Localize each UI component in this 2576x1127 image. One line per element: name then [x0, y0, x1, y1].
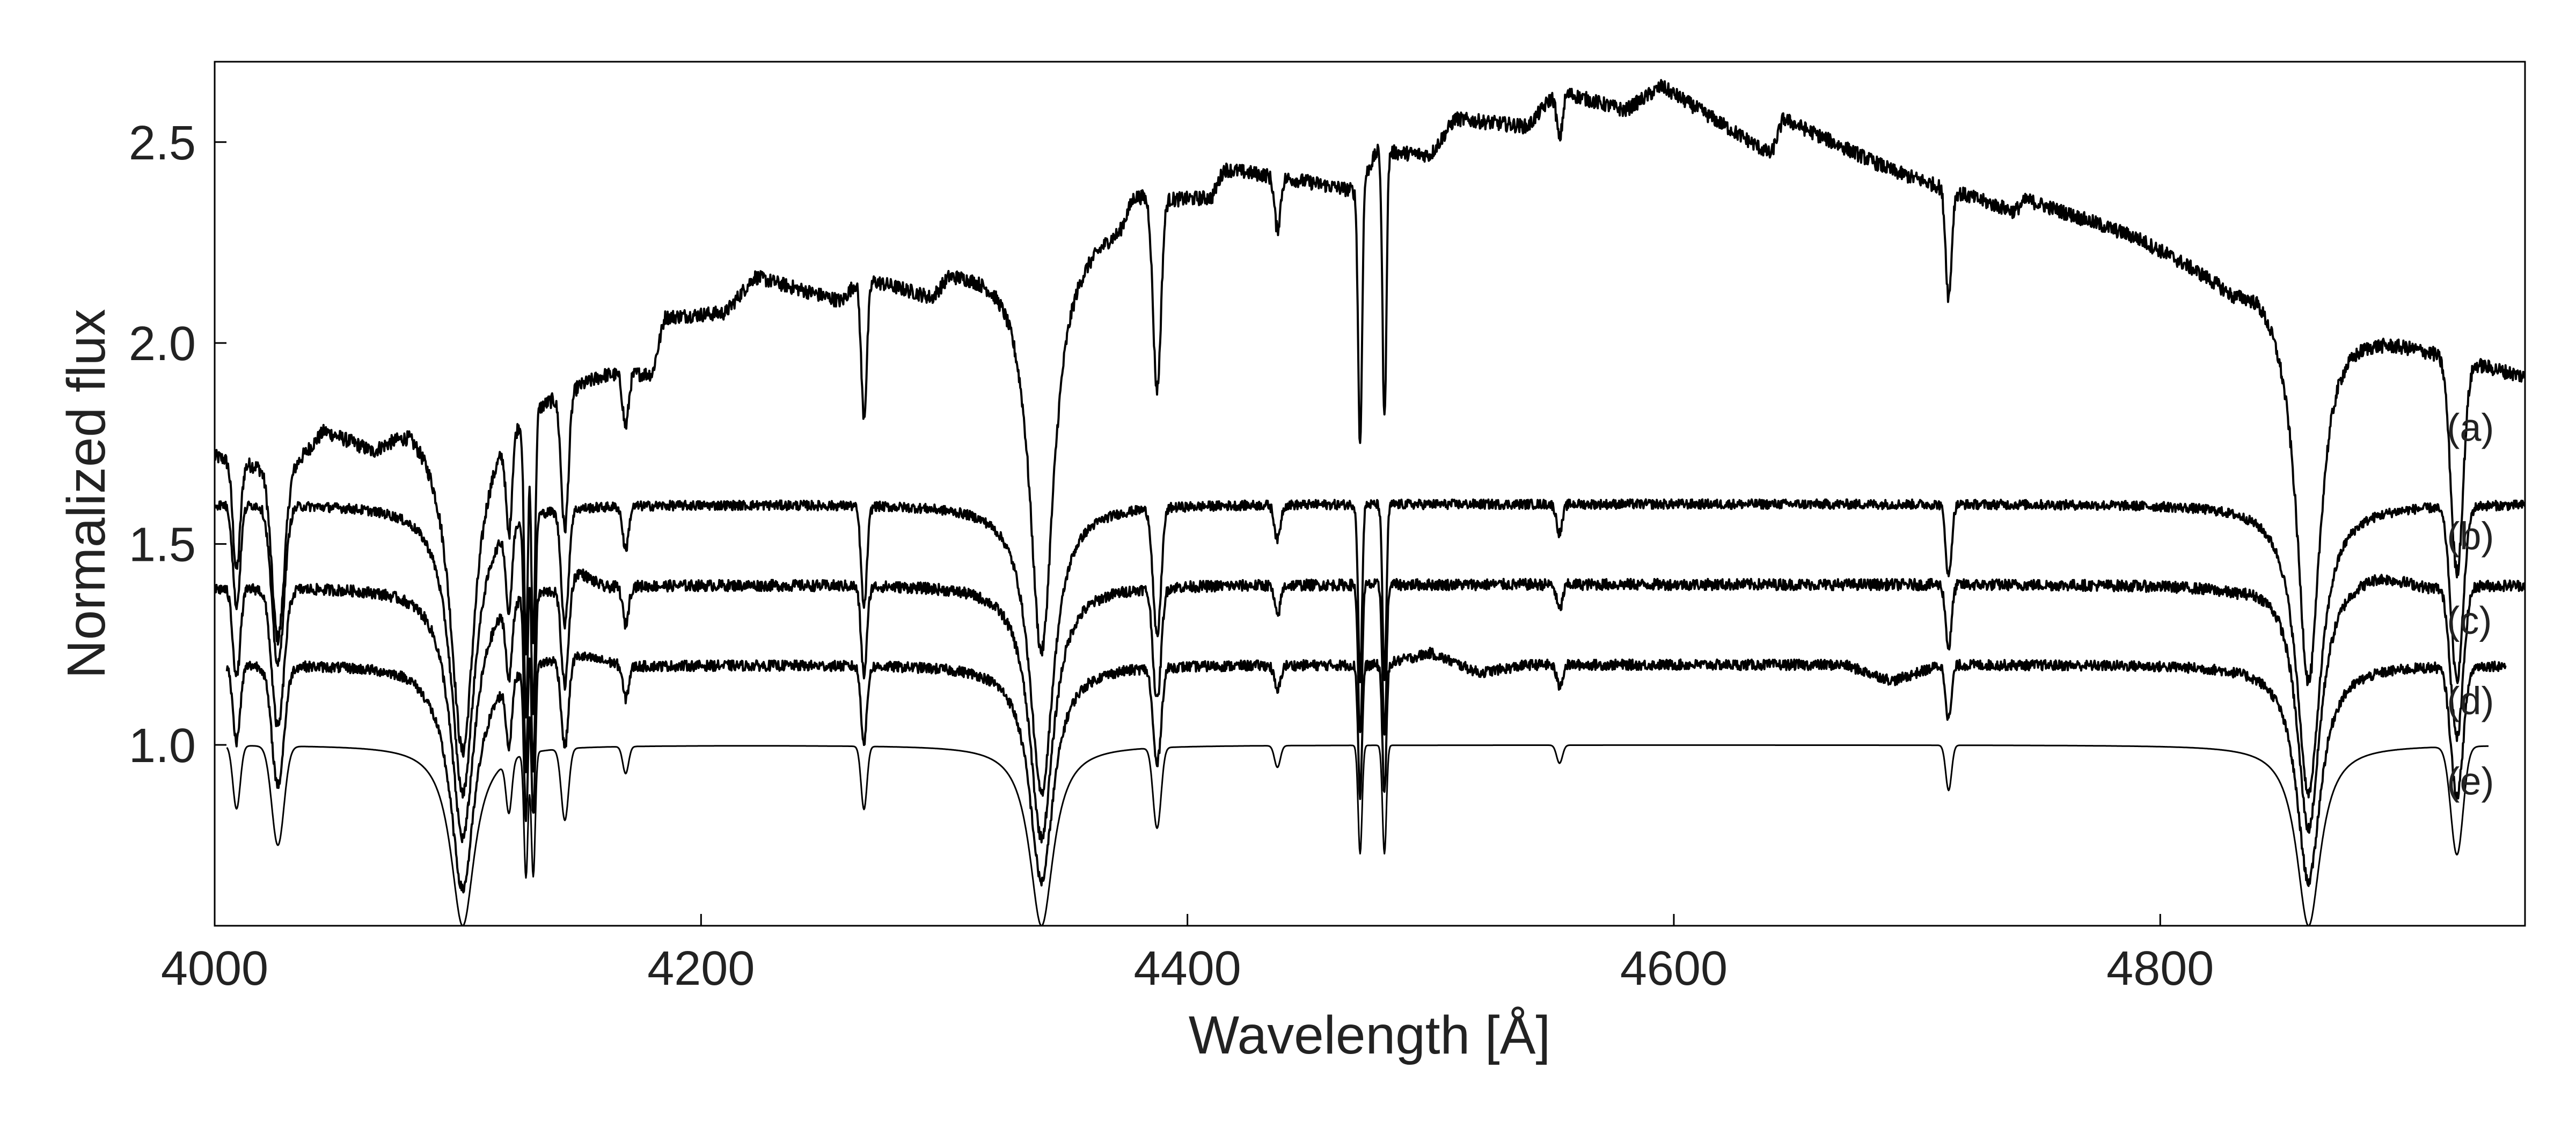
y-tick-label: 2.5	[129, 116, 196, 170]
plot-frame	[214, 61, 2526, 927]
x-axis: 4000 4200 4400 4600 4800	[161, 914, 2214, 996]
series-label-b: (b)	[2447, 515, 2494, 558]
y-tick-label: 1.0	[129, 719, 196, 773]
series-line-e	[226, 744, 2489, 926]
y-axis: 1.0 1.5 2.0 2.5	[129, 116, 226, 773]
y-tick-label: 2.0	[129, 317, 196, 371]
series-line-b	[215, 498, 2525, 799]
x-axis-title: Wavelength [Å]	[1189, 1005, 1550, 1065]
series-labels: (a) (b) (c) (d) (e)	[2447, 406, 2494, 803]
x-tick-label: 4600	[1620, 942, 1728, 996]
x-tick-label: 4400	[1134, 942, 1241, 996]
series-line-c	[215, 568, 2525, 844]
series-line-a	[215, 79, 2525, 758]
series-layer	[215, 79, 2525, 926]
series-label-a: (a)	[2447, 406, 2494, 449]
y-tick-label: 1.5	[129, 518, 196, 572]
series-line-d	[225, 647, 2507, 894]
series-label-e: (e)	[2447, 760, 2494, 803]
x-tick-label: 4000	[161, 942, 268, 996]
x-tick-label: 4800	[2106, 942, 2214, 996]
series-label-c: (c)	[2447, 599, 2492, 642]
y-axis-title: Normalized flux	[56, 309, 116, 678]
x-tick-label: 4200	[647, 942, 755, 996]
series-label-d: (d)	[2447, 680, 2494, 723]
